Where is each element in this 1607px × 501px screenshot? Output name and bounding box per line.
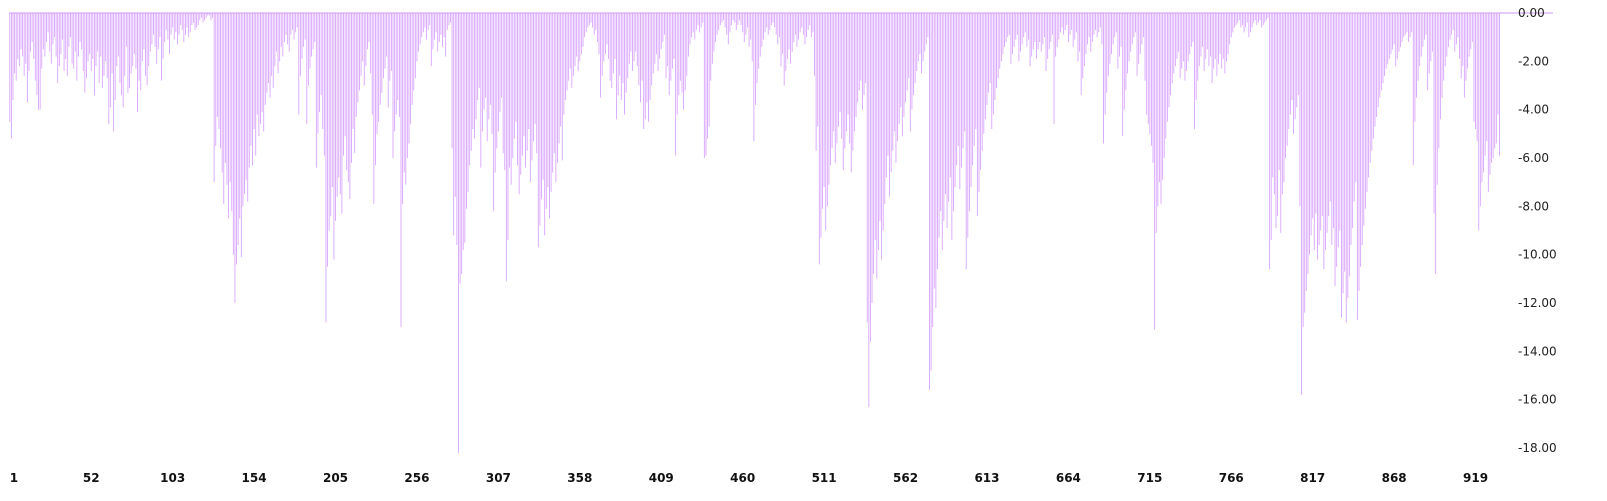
x-tick-label: 919 (1463, 471, 1488, 485)
x-tick-label: 562 (893, 471, 918, 485)
y-tick-label: -18.00 (1518, 441, 1557, 455)
y-tick-label: 0.00 (1518, 6, 1545, 20)
y-axis: 0.00 -2.00 -4.00 -6.00 -8.00 -10.00 -12.00 -14.… (1518, 6, 1557, 455)
y-tick-label: -12.00 (1518, 296, 1557, 310)
x-tick-label: 205 (323, 471, 348, 485)
x-tick-label: 460 (730, 471, 755, 485)
x-tick-label: 154 (242, 471, 267, 485)
y-tick-label: -8.00 (1518, 199, 1549, 213)
x-tick-label: 868 (1382, 471, 1407, 485)
bar-series (9, 13, 1500, 453)
x-tick-label: 52 (83, 471, 100, 485)
x-tick-label: 358 (567, 471, 592, 485)
x-tick-label: 307 (486, 471, 511, 485)
y-tick-label: -2.00 (1518, 54, 1549, 68)
y-tick-label: -6.00 (1518, 151, 1549, 165)
x-tick-label: 715 (1137, 471, 1162, 485)
y-tick-label: -10.00 (1518, 248, 1557, 262)
y-tick-label: -14.00 (1518, 344, 1557, 358)
x-tick-label: 817 (1300, 471, 1325, 485)
y-tick-label: -16.00 (1518, 393, 1557, 407)
x-tick-label: 1 (10, 471, 18, 485)
y-tick-label: -4.00 (1518, 103, 1549, 117)
x-tick-label: 613 (974, 471, 999, 485)
x-tick-label: 103 (160, 471, 185, 485)
x-tick-label: 256 (404, 471, 429, 485)
x-tick-label: 511 (812, 471, 837, 485)
x-tick-label: 409 (649, 471, 674, 485)
x-axis: 1 52 103 154 205 256 307 358 409 460 511 562 613 664 7… (10, 471, 1488, 485)
x-tick-label: 664 (1056, 471, 1081, 485)
x-tick-label: 766 (1219, 471, 1244, 485)
